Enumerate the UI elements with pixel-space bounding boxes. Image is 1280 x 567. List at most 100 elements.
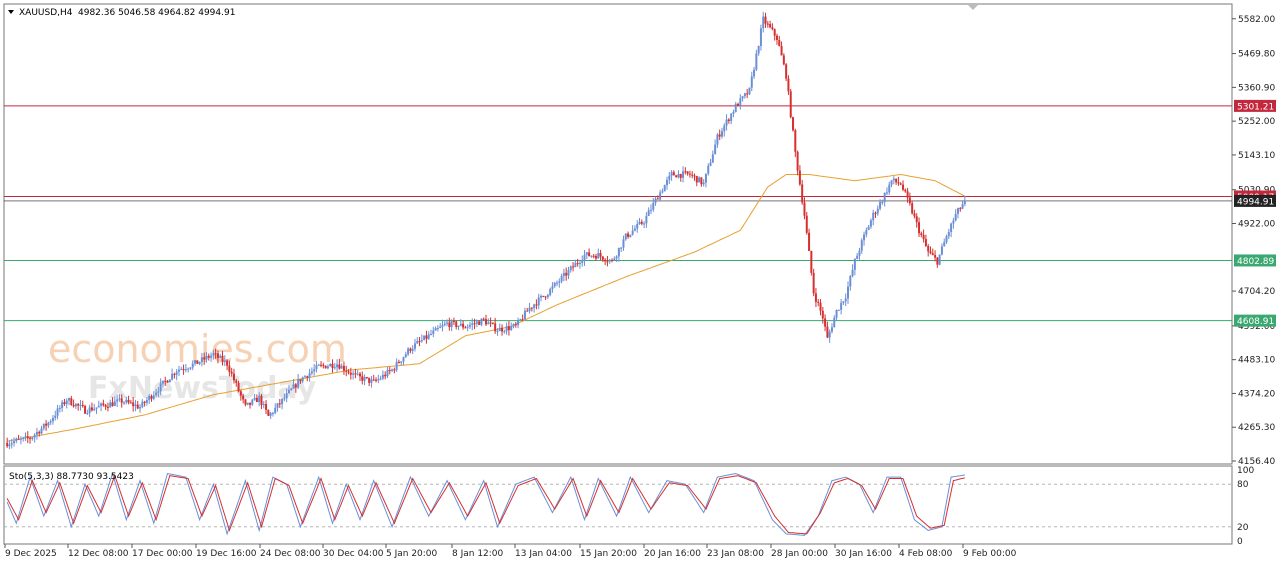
candle-body	[924, 239, 927, 246]
candle-body	[24, 436, 27, 438]
candle-body	[858, 250, 861, 256]
candle-body	[762, 16, 765, 29]
candle-body	[155, 392, 158, 396]
candle-body	[560, 276, 563, 282]
candle-body	[198, 361, 201, 364]
level-tag-label: 4608.91	[1237, 317, 1274, 327]
candle-body	[798, 170, 801, 185]
candle-body	[686, 171, 689, 174]
candle-body	[794, 130, 797, 152]
candle-body	[792, 117, 795, 131]
candle-body	[750, 76, 753, 88]
collapse-triangle-icon[interactable]	[8, 10, 14, 14]
candle-body	[356, 373, 359, 375]
candle-body	[212, 353, 215, 356]
candle-body	[237, 382, 240, 392]
candle-body	[624, 233, 627, 240]
candle-body	[537, 297, 540, 306]
candle-body	[299, 379, 302, 382]
candle-body	[494, 323, 497, 332]
candle-body	[239, 391, 242, 396]
candle-body	[535, 304, 538, 306]
candle-body	[856, 255, 859, 259]
candle-body	[830, 327, 833, 332]
candle-body	[333, 367, 336, 369]
candle-body	[553, 282, 556, 287]
candle-body	[143, 401, 146, 403]
candle-body	[118, 398, 121, 400]
candle-body	[895, 178, 898, 183]
candle-body	[647, 210, 650, 216]
candle-body	[45, 423, 48, 426]
candle-body	[709, 162, 712, 166]
candle-body	[510, 326, 513, 331]
candle-body	[395, 361, 398, 370]
candle-body	[498, 327, 501, 332]
candle-body	[590, 255, 593, 257]
stochastic-axis: 100 80 20 0	[1237, 466, 1254, 547]
candle-body	[157, 391, 160, 393]
candle-body	[711, 154, 714, 163]
candle-body	[352, 373, 355, 375]
candle-body	[677, 173, 680, 178]
candle-body	[42, 423, 45, 429]
candle-body	[597, 253, 600, 259]
candle-body	[773, 29, 776, 36]
candle-body	[753, 69, 756, 77]
candlesticks	[6, 11, 966, 450]
candle-body	[205, 355, 208, 360]
candle-body	[576, 263, 579, 265]
candle-body	[441, 325, 444, 327]
candle-body	[171, 373, 174, 380]
symbol-label: XAUUSD,H4	[19, 8, 73, 18]
candle-body	[860, 240, 863, 251]
candle-body	[931, 253, 934, 255]
candle-body	[649, 209, 652, 211]
candle-body	[569, 266, 572, 270]
time-tick-label: 19 Dec 16:00	[196, 549, 257, 559]
candle-body	[716, 134, 719, 145]
candle-body	[95, 407, 98, 409]
time-tick-label: 23 Jan 08:00	[707, 549, 764, 559]
candle-body	[629, 234, 632, 237]
moving-average-line	[7, 173, 966, 442]
candle-body	[714, 144, 717, 155]
candle-body	[620, 247, 623, 249]
candle-body	[47, 422, 50, 426]
candle-body	[459, 323, 462, 326]
candle-body	[663, 185, 666, 192]
candle-body	[265, 404, 268, 410]
candle-body	[384, 374, 387, 377]
candle-body	[372, 379, 375, 381]
candle-body	[588, 252, 591, 257]
candle-body	[519, 319, 522, 321]
candle-body	[136, 404, 139, 409]
candle-body	[622, 239, 625, 248]
candle-body	[317, 364, 320, 366]
candle-body	[74, 403, 77, 407]
candle-body	[200, 357, 203, 362]
candle-body	[546, 294, 549, 298]
candle-body	[464, 327, 467, 329]
candle-body	[409, 348, 412, 351]
candle-body	[102, 403, 105, 406]
candle-body	[375, 379, 378, 381]
candle-body	[661, 191, 664, 193]
candle-body	[631, 230, 634, 235]
scroll-marker-icon	[968, 5, 978, 10]
stochastic-label: Sto(5,3,3) 88.7730 93.5423	[9, 472, 134, 482]
candle-body	[418, 341, 421, 343]
candle-body	[68, 398, 71, 401]
candle-body	[491, 322, 494, 324]
candle-body	[512, 324, 515, 327]
candle-body	[940, 246, 943, 255]
candle-body	[812, 272, 815, 294]
candle-body	[741, 96, 744, 99]
candle-body	[439, 326, 442, 328]
candle-body	[281, 398, 284, 405]
candle-body	[104, 405, 107, 407]
candle-body	[8, 444, 11, 447]
candle-body	[79, 404, 82, 406]
candle-body	[544, 296, 547, 298]
